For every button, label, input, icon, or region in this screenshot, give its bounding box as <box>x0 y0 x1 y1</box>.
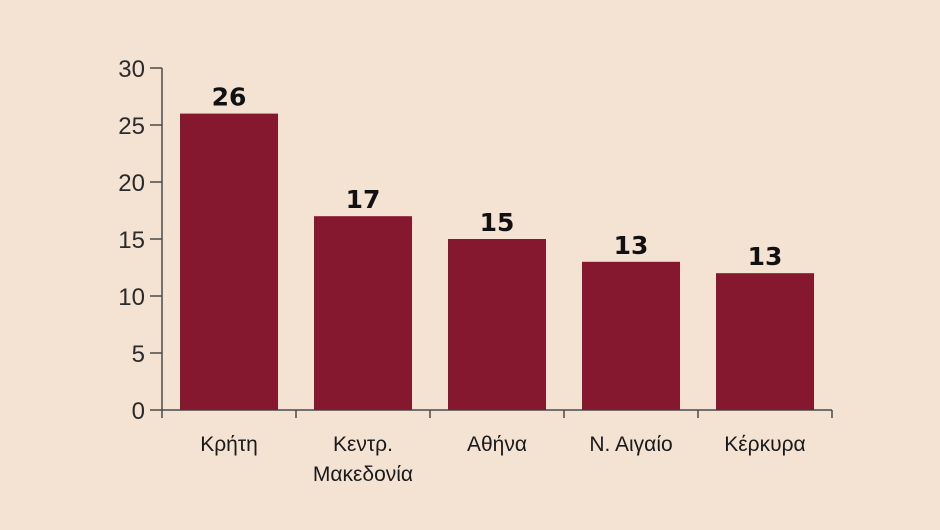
x-category-label: Κρήτη <box>200 433 258 456</box>
y-tick-label: 25 <box>118 113 145 140</box>
bar <box>314 216 412 410</box>
x-category-label-line: Αθήνα <box>467 433 527 456</box>
bar <box>180 113 278 410</box>
x-category-label-line: Κέρκυρα <box>724 433 805 456</box>
bar <box>582 261 680 410</box>
y-tick-label: 5 <box>132 341 145 368</box>
y-tick-label: 20 <box>118 170 145 197</box>
y-tick-label: 15 <box>118 227 145 254</box>
x-category-label: Κέρκυρα <box>724 433 805 456</box>
x-category-label: Αθήνα <box>467 433 527 456</box>
data-labels: 26 17 15 13 13 <box>212 83 783 272</box>
x-category-label: Ν. Αιγαίο <box>589 433 672 456</box>
y-tick-label: 30 <box>118 56 145 83</box>
x-category-label-line: Μακεδονία <box>313 463 413 486</box>
bar-value-label: 13 <box>614 231 649 260</box>
y-tick-label: 0 <box>132 398 145 425</box>
bar-value-label: 13 <box>748 242 783 271</box>
y-axis: 0 5 10 15 20 25 30 <box>118 56 163 425</box>
x-category-label-line: Κεντρ. <box>333 433 393 456</box>
bar-value-label: 26 <box>212 83 247 112</box>
x-category-label-line: Ν. Αιγαίο <box>589 433 672 456</box>
bar-value-label: 17 <box>346 185 381 214</box>
bars <box>180 113 814 410</box>
x-axis <box>161 409 833 418</box>
bar <box>448 239 546 410</box>
x-category-label-line: Κρήτη <box>200 433 258 456</box>
x-category-label: Κεντρ. Μακεδονία <box>313 433 413 486</box>
bar-value-label: 15 <box>480 208 515 237</box>
category-labels: Κρήτη Κεντρ. Μακεδονία Αθήνα Ν. Αιγαίο Κέρκυρ… <box>200 433 806 486</box>
bar <box>716 273 814 410</box>
y-tick-label: 10 <box>118 284 145 311</box>
